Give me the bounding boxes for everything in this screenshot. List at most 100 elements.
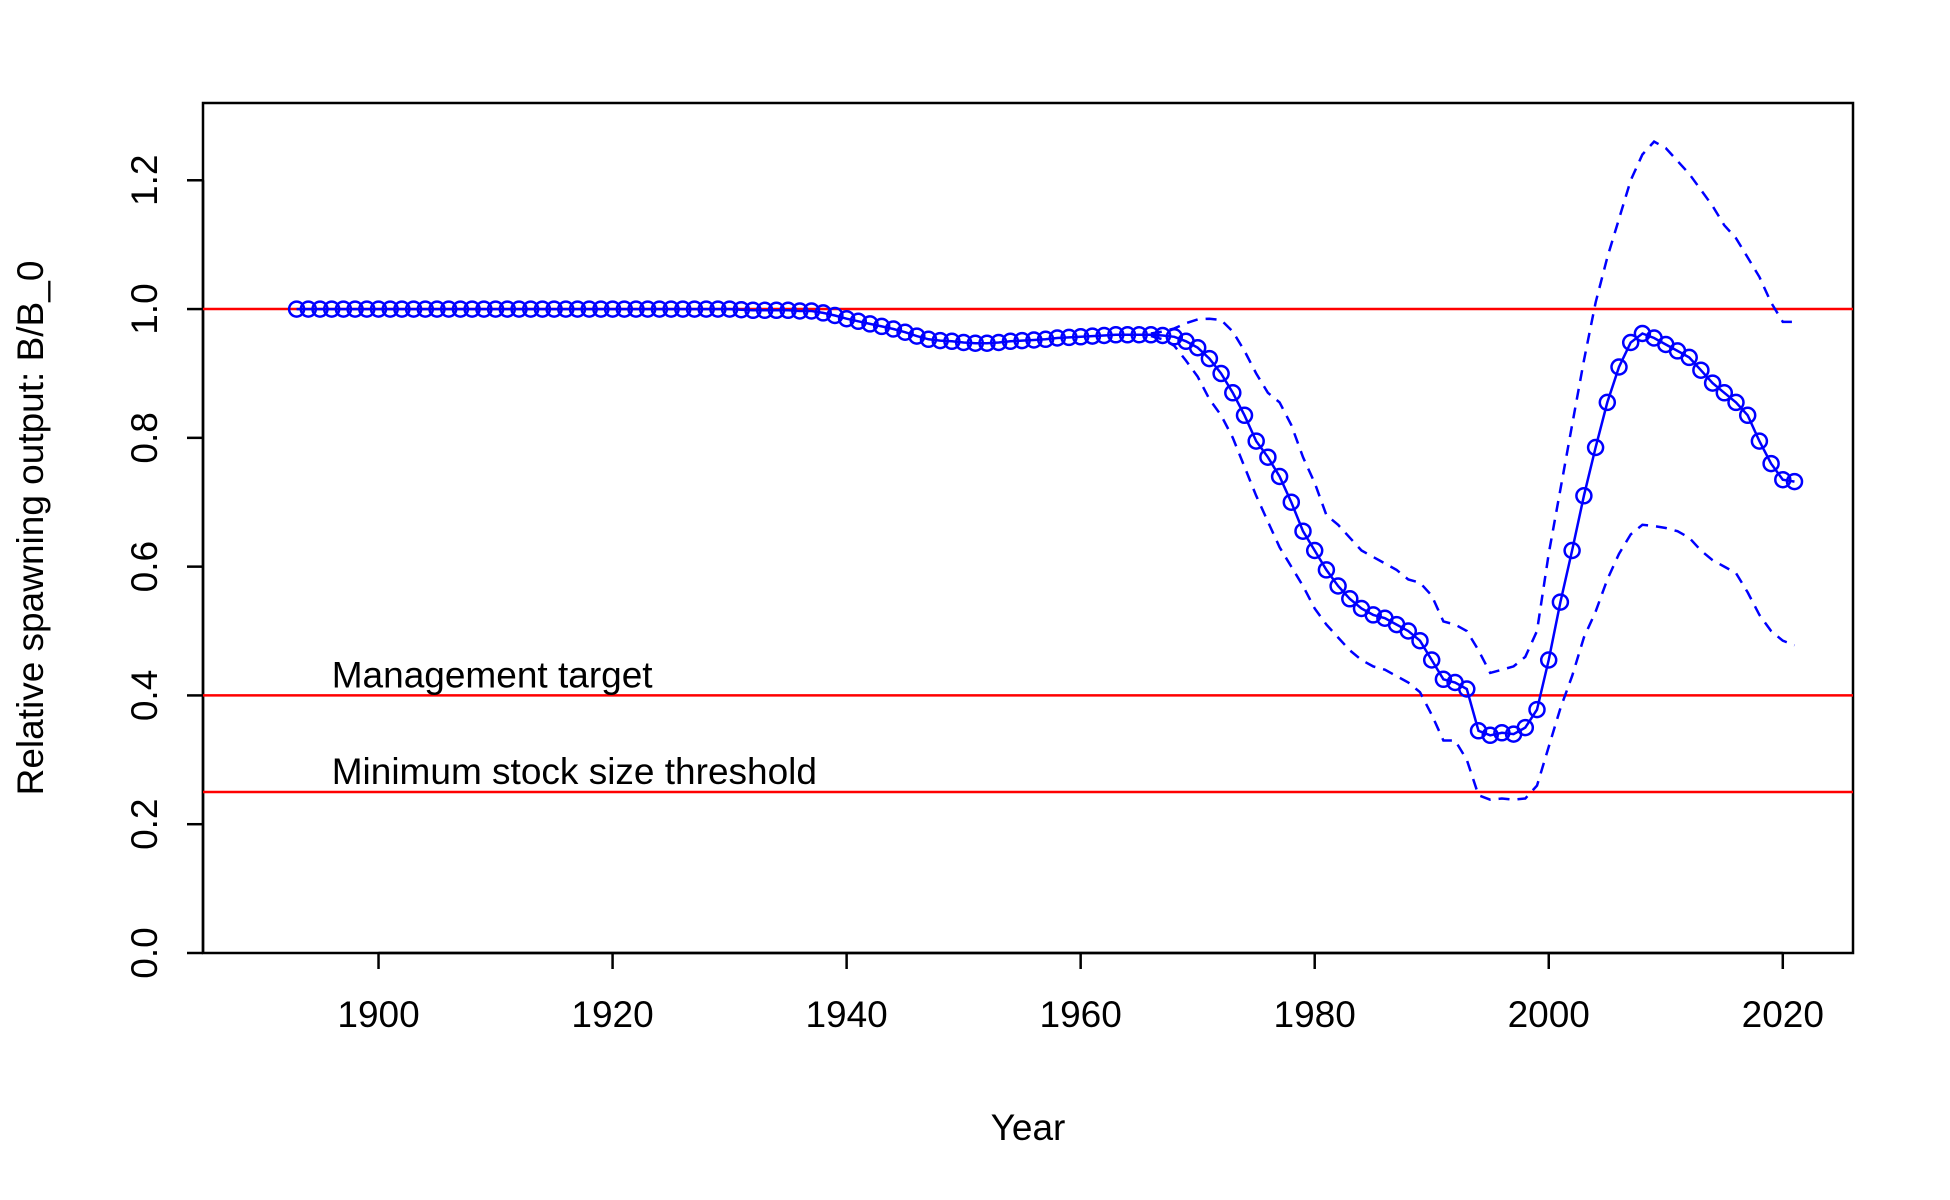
series-layer [287,140,1804,801]
data-point [1481,726,1499,745]
y-axis: 0.0 0.2 0.4 0.6 0.8 1.0 1.2 [124,155,205,979]
data-point [1036,330,1055,349]
x-tick-label: 1920 [571,994,653,1035]
data-point [662,300,680,318]
data-point [1153,326,1172,345]
data-point [1188,338,1207,357]
data-point [720,300,739,318]
data-point [1528,700,1546,719]
data-point [1774,470,1792,489]
data-point [1083,327,1102,345]
data-point [1785,472,1804,491]
data-point [1586,438,1605,457]
data-point [767,301,786,320]
data-point [463,300,481,318]
data-point [779,301,797,320]
data-point [861,315,879,333]
data-point [744,301,762,320]
data-point [346,300,364,318]
data-point [615,300,634,318]
data-point [849,312,868,331]
data-point [1095,326,1113,345]
data-point [1621,333,1640,352]
data-point [299,300,318,318]
data-point [755,301,774,320]
data-point [908,327,926,345]
data-point [1469,722,1488,740]
x-tick-label: 1960 [1040,994,1122,1035]
data-point [1329,577,1347,595]
data-point [1224,384,1242,402]
ci-bound-line [1150,334,1795,801]
data-point [1013,331,1031,350]
data-point [1516,718,1535,737]
reference-line-label: Minimum stock size threshold [332,751,817,792]
data-point [826,306,844,325]
data-point [1493,724,1511,742]
data-point [416,300,435,318]
data-point [1235,406,1254,425]
data-point [1259,448,1277,466]
data-point [1025,331,1043,349]
y-tick-label: 0.6 [124,541,165,592]
data-point [837,309,856,328]
data-point [1317,561,1336,579]
x-tick-label: 1980 [1274,994,1356,1035]
data-point [1060,328,1078,347]
data-point [1750,432,1769,450]
data-point [931,331,949,350]
data-point [287,300,306,318]
data-point [709,300,727,318]
data-point [1539,651,1558,669]
data-point [1399,622,1418,640]
data-point [557,300,575,318]
data-point [1364,606,1382,624]
data-point [791,302,809,320]
data-point [1575,487,1593,505]
data-point [954,333,973,352]
data-point [1118,326,1137,344]
y-tick-label: 0.2 [124,798,165,849]
data-point [1563,541,1581,560]
data-point [1551,593,1570,611]
data-point [1738,406,1757,425]
data-point [978,334,996,352]
data-point [966,334,985,352]
data-point [919,330,938,349]
data-point [486,300,505,318]
data-point [1270,467,1289,486]
data-point [603,300,622,318]
data-point [568,300,587,318]
data-point [1247,432,1265,450]
data-point [884,320,903,338]
data-point [393,300,411,318]
data-point [1610,358,1628,376]
data-point [580,300,598,318]
data-point [358,300,376,318]
data-point [943,332,961,351]
data-point [1212,364,1230,383]
y-tick-label: 0.0 [124,927,165,978]
data-point [802,302,821,320]
data-point [1305,541,1324,560]
y-tick-label: 1.0 [124,283,165,334]
y-axis-label: Relative spawning output: B/B_0 [10,261,51,796]
data-point [989,333,1008,352]
data-point [1762,454,1780,473]
data-point [1200,349,1219,368]
data-point [1282,493,1301,511]
data-point [1071,328,1090,346]
data-point [1341,590,1359,608]
data-point [1294,522,1312,540]
x-tick-label: 2020 [1742,994,1824,1035]
reference-line-label: Management target [332,654,654,695]
data-point [697,300,715,318]
x-tick-label: 2000 [1508,994,1590,1035]
data-point [1107,326,1125,344]
data-point [732,300,751,319]
data-point [428,300,446,318]
data-point [381,300,399,318]
data-point [1142,326,1160,344]
data-point [674,300,692,318]
data-point [814,304,832,322]
